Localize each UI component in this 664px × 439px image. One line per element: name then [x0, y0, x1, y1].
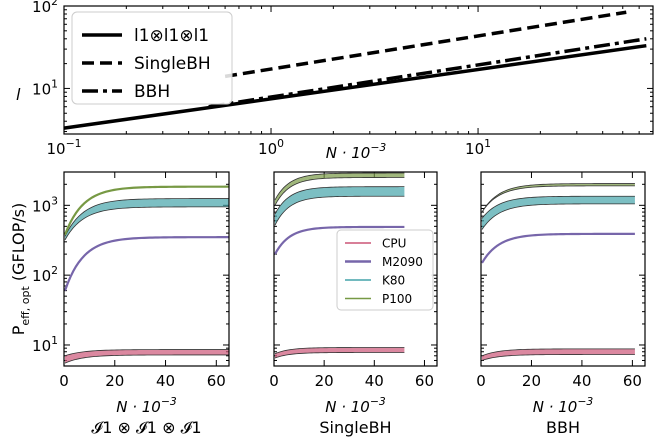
band-edge — [481, 183, 635, 213]
legend-label: K80 — [382, 274, 405, 288]
x-tick-label: 10−1 — [46, 137, 81, 158]
y-tick-label: 101 — [32, 334, 58, 355]
subplot-title: SingleBH — [319, 418, 391, 437]
series-line-solid — [63, 43, 647, 130]
band-edge — [64, 206, 230, 241]
axes-frame — [480, 171, 646, 367]
y-tick-label: 102 — [32, 0, 58, 16]
bottom-y-axis-label: Peff, opt (GFLOP/s) — [9, 203, 32, 336]
x-axis-label: N · 10−3 — [326, 141, 387, 162]
x-tick-label: 20 — [315, 372, 334, 390]
band-cpu — [275, 347, 405, 359]
series-line-p100 — [63, 185, 230, 236]
band-edge — [64, 349, 230, 357]
band-edge — [481, 348, 635, 357]
x-tick-label: 40 — [572, 372, 591, 390]
band-edge — [274, 352, 405, 359]
x-tick-label: 20 — [105, 372, 124, 390]
bottom-legend: CPU M2090 K80 P100 — [336, 229, 434, 311]
subplot-title: BBH — [546, 418, 580, 437]
x-tick-label: 0 — [476, 372, 486, 390]
band-edge — [481, 195, 635, 219]
band-k80 — [482, 196, 635, 230]
x-axis-label: N · 10−3 — [325, 395, 386, 416]
series-line-m2090 — [481, 232, 635, 264]
x-tick-label: 0 — [269, 372, 279, 390]
band-p100 — [275, 173, 405, 206]
legend-label: M2090 — [382, 255, 423, 269]
subplot-2: 0 20 40 60 N · 10−3 SingleBH — [269, 171, 438, 437]
band-edge — [481, 203, 635, 230]
band-edge — [64, 198, 230, 237]
y-tick-label: 102 — [32, 264, 58, 285]
axes-frame — [273, 171, 438, 367]
legend-label: BBH — [134, 82, 170, 102]
x-axis-label: N · 10−3 — [533, 395, 594, 416]
band-edge — [274, 195, 405, 226]
x-tick-label: 0 — [59, 372, 69, 390]
band-cpu — [482, 348, 635, 361]
top-y-axis-label: l — [16, 85, 21, 104]
y-tick-label: 101 — [32, 77, 58, 98]
series-line-dashed — [224, 10, 627, 79]
x-tick-label: 101 — [465, 137, 491, 158]
x-tick-label: 60 — [207, 372, 226, 390]
subplot-title: 𝓘1 ⊗ 𝓘1 ⊗ 𝓘1 — [91, 418, 201, 437]
band-edge — [274, 347, 405, 355]
x-tick-label: 40 — [156, 372, 175, 390]
band-edge — [274, 177, 405, 206]
band-k80 — [65, 198, 229, 240]
x-tick-label: 60 — [623, 372, 642, 390]
series-line-dashdot — [208, 37, 647, 109]
top-axes-frame — [63, 5, 654, 135]
band-edge — [64, 354, 230, 364]
x-tick-label: 20 — [522, 372, 541, 390]
subplot-1: 0 20 40 60 101 102 103 N · 10−3 𝓘1 ⊗ 𝓘1 ⊗ 𝓘1 — [32, 171, 230, 437]
x-tick-label: 100 — [258, 137, 284, 158]
x-axis-label: N · 10−3 — [116, 395, 177, 416]
y-tick-label: 103 — [32, 194, 58, 215]
top-legend: l1⊗l1⊗l1 SingleBH BBH — [71, 11, 233, 105]
band-edge — [481, 185, 635, 213]
legend-label: l1⊗l1⊗l1 — [134, 26, 209, 46]
series-line-m2090 — [274, 225, 405, 255]
band-edge — [274, 172, 405, 200]
band-edge — [481, 354, 635, 361]
x-tick-label: 40 — [365, 372, 384, 390]
legend-label: SingleBH — [134, 54, 211, 74]
x-tick-label: 60 — [415, 372, 434, 390]
axes-frame — [63, 171, 230, 367]
subplot-3: 0 20 40 60 N · 10−3 BBH — [476, 171, 646, 437]
legend-box — [336, 229, 434, 311]
series-line-m2090 — [63, 236, 230, 292]
top-panel: 10−1 100 101 101 102 N · 10−3 l1⊗l1⊗l1 SingleBH… — [32, 0, 654, 162]
band-cpu — [65, 349, 229, 364]
bottom-panels: Peff, opt (GFLOP/s) 0 20 40 60 101 102 103 N · 1… — [9, 171, 646, 437]
band-k80 — [275, 186, 405, 226]
legend-label: P100 — [382, 292, 412, 306]
band-edge — [274, 186, 405, 215]
legend-label: CPU — [382, 237, 406, 251]
